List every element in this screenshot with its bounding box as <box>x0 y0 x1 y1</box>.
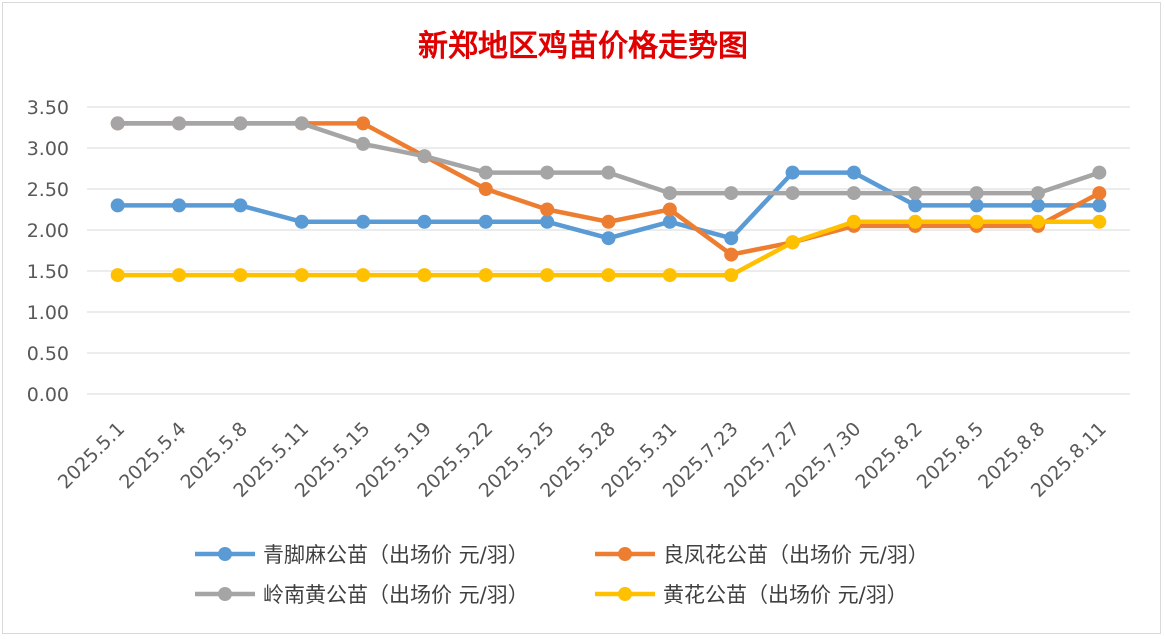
data-point <box>1030 186 1045 201</box>
data-point <box>1092 165 1107 180</box>
data-point <box>662 202 677 217</box>
legend-item: 岭南黄公苗（出场价 元/羽） <box>195 583 529 607</box>
data-point <box>1092 186 1107 201</box>
data-point <box>846 186 861 201</box>
data-point <box>724 186 739 201</box>
legend-swatch-marker <box>618 587 632 601</box>
y-tick-label: 0.00 <box>27 384 69 406</box>
data-point <box>540 165 555 180</box>
series-line <box>115 121 1102 196</box>
data-point <box>478 182 493 196</box>
data-point <box>1030 198 1045 213</box>
x-tick-label: 2025.5.1 <box>54 418 129 493</box>
data-point <box>417 268 432 283</box>
data-point <box>356 214 371 229</box>
data-point <box>1092 198 1107 213</box>
data-point <box>908 214 923 229</box>
y-tick-label: 3.50 <box>27 97 69 119</box>
legend-swatch-marker <box>218 587 232 601</box>
data-point <box>1030 214 1045 229</box>
y-tick-label: 3.00 <box>27 138 69 160</box>
data-point <box>846 165 861 180</box>
y-tick-label: 1.00 <box>27 302 69 324</box>
data-point <box>601 214 616 229</box>
legend-label: 良凤花公苗（出场价 元/羽） <box>663 543 929 567</box>
data-point <box>785 165 800 180</box>
data-point <box>724 231 739 246</box>
y-tick-label: 0.50 <box>27 343 69 365</box>
data-point <box>356 268 371 283</box>
data-point <box>662 268 677 283</box>
legend-swatch-marker <box>618 547 632 561</box>
data-point <box>601 165 616 180</box>
x-tick-label: 2025.8.2 <box>851 418 926 493</box>
data-point <box>785 186 800 201</box>
data-point <box>969 214 984 229</box>
line-chart: 新郑地区鸡苗价格走势图 0.00 0.50 1.00 1.50 2.00 2.50 3.00… <box>27 29 1130 607</box>
data-point <box>724 247 739 262</box>
data-point <box>601 231 616 246</box>
y-tick-label: 2.50 <box>27 179 69 201</box>
legend-swatch-marker <box>218 547 232 561</box>
data-point <box>478 268 493 283</box>
data-point <box>294 214 309 229</box>
series-layer <box>110 116 1107 283</box>
data-point <box>785 235 800 250</box>
data-point <box>908 186 923 201</box>
legend-label: 黄花公苗（出场价 元/羽） <box>663 583 908 607</box>
series-1 <box>110 165 1107 246</box>
y-tick-label: 2.00 <box>27 220 69 242</box>
data-point <box>846 214 861 229</box>
data-point <box>908 198 923 213</box>
data-point <box>110 198 125 213</box>
gridlines <box>87 106 1130 395</box>
data-point <box>662 186 677 201</box>
data-point <box>417 214 432 229</box>
x-axis-tick-labels: 2025.5.12025.5.42025.5.82025.5.112025.5.… <box>54 418 1111 502</box>
data-point <box>172 116 187 131</box>
legend-label: 岭南黄公苗（出场价 元/羽） <box>263 583 529 607</box>
data-point <box>172 198 187 213</box>
data-point <box>233 116 248 131</box>
data-point <box>233 268 248 283</box>
series-3 <box>110 116 1107 201</box>
legend: 青脚麻公苗（出场价 元/羽） 良凤花公苗（出场价 元/羽） 岭南黄公苗（出场价 元/… <box>195 543 929 607</box>
y-axis-tick-labels: 0.00 0.50 1.00 1.50 2.00 2.50 3.00 3.50 <box>27 97 69 406</box>
data-point <box>478 165 493 180</box>
legend-label: 青脚麻公苗（出场价 元/羽） <box>263 543 529 567</box>
data-point <box>172 268 187 283</box>
chart-title: 新郑地区鸡苗价格走势图 <box>418 29 748 64</box>
data-point <box>1092 214 1107 229</box>
data-point <box>110 268 125 283</box>
y-tick-label: 1.50 <box>27 261 69 283</box>
data-point <box>724 268 739 283</box>
data-point <box>540 268 555 283</box>
data-point <box>356 116 371 131</box>
data-point <box>233 198 248 213</box>
data-point <box>540 202 555 217</box>
data-point <box>601 268 616 283</box>
legend-item: 黄花公苗（出场价 元/羽） <box>595 583 908 607</box>
data-point <box>969 198 984 213</box>
data-point <box>540 214 555 229</box>
data-point <box>969 186 984 201</box>
x-tick-label: 2025.8.5 <box>913 418 988 493</box>
data-point <box>478 214 493 229</box>
data-point <box>417 149 432 164</box>
data-point <box>110 116 125 131</box>
legend-item: 良凤花公苗（出场价 元/羽） <box>595 543 929 567</box>
data-point <box>356 136 371 151</box>
data-point <box>662 214 677 229</box>
data-point <box>294 268 309 283</box>
x-tick-label: 2025.5.4 <box>115 418 190 493</box>
data-point <box>294 116 309 131</box>
legend-item: 青脚麻公苗（出场价 元/羽） <box>195 543 529 567</box>
series-4 <box>110 214 1107 283</box>
